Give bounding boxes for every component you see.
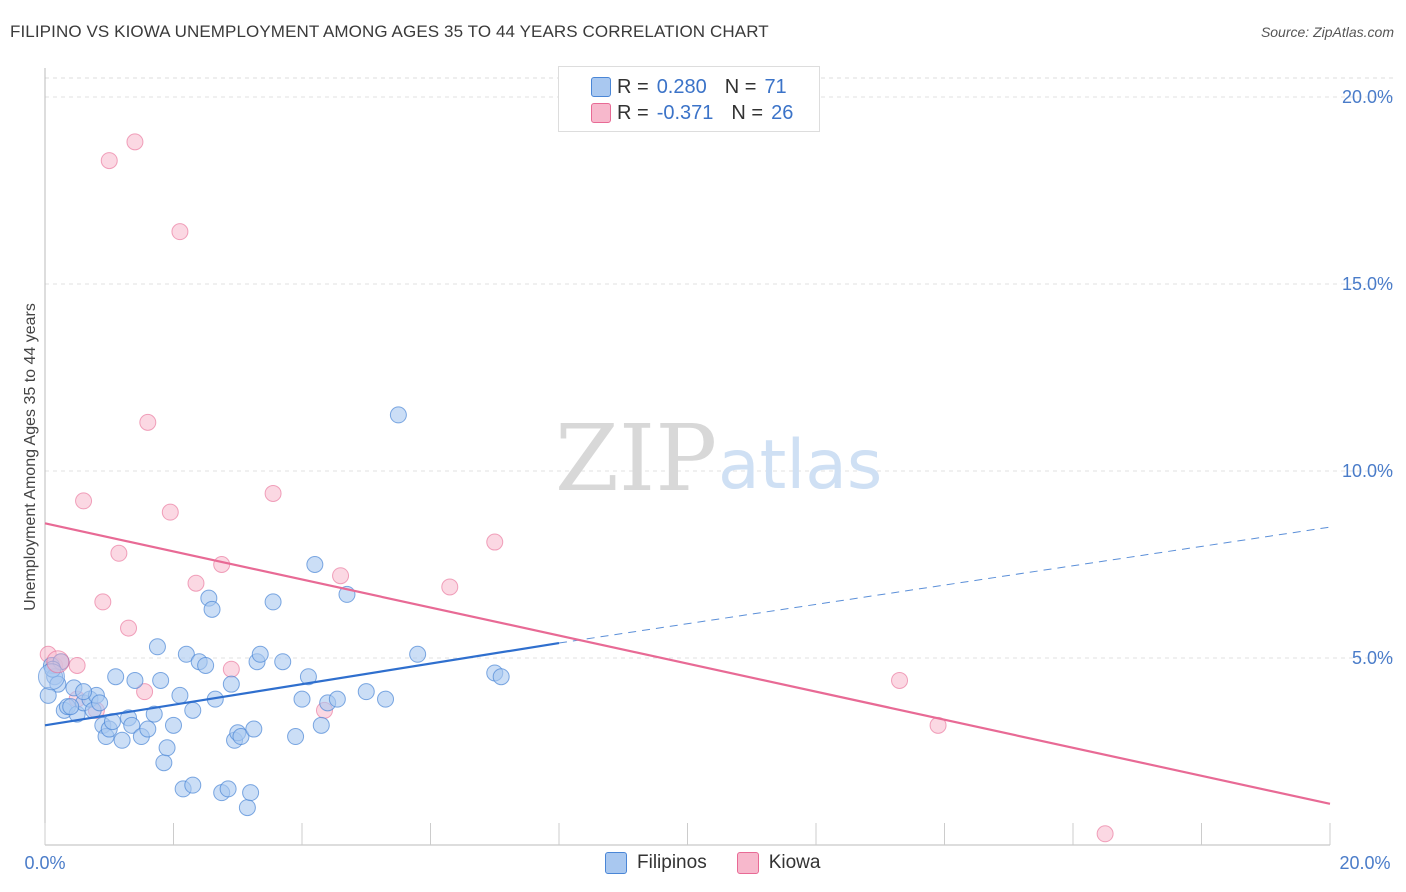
legend-swatch-kiowa xyxy=(591,103,611,123)
filipino-point xyxy=(222,675,240,693)
kiowa-point xyxy=(100,152,118,170)
filipino-point xyxy=(377,690,395,708)
kiowa-point xyxy=(222,660,240,678)
kiowa-point xyxy=(441,578,459,596)
x-tick-label: 0.0% xyxy=(24,853,65,873)
legend-label-kiowa: Kiowa xyxy=(768,852,821,873)
watermark-atlas: atlas xyxy=(718,426,882,505)
filipino-point xyxy=(203,600,221,618)
filipino-point xyxy=(184,701,202,719)
filipino-point xyxy=(165,716,182,734)
y-tick-label: 10.0% xyxy=(1342,461,1393,481)
filipino-point xyxy=(238,799,256,817)
kiowa-point xyxy=(136,683,154,701)
filipino-point xyxy=(171,686,189,704)
kiowa-point xyxy=(264,484,282,502)
kiowa-point xyxy=(110,544,128,562)
filipino-point xyxy=(197,656,215,674)
kiowa-point xyxy=(171,223,189,241)
x-tick-label: 20.0% xyxy=(1339,853,1390,873)
kiowa-point xyxy=(187,574,205,592)
kiowa-point xyxy=(94,593,112,611)
legend-n-label: N = xyxy=(731,101,764,124)
watermark-zip: ZIP xyxy=(555,405,717,512)
filipino-point xyxy=(328,690,346,708)
filipino-point xyxy=(177,645,195,663)
kiowa-point xyxy=(68,656,86,674)
series-legend: Filipinos Kiowa xyxy=(605,852,850,874)
filipino-point xyxy=(75,683,93,701)
kiowa-point xyxy=(75,492,93,510)
filipino-trendline-projection xyxy=(558,526,1331,644)
kiowa-point xyxy=(46,650,70,674)
kiowa-point xyxy=(891,671,909,689)
filipino-trendline xyxy=(44,641,560,727)
filipino-point xyxy=(62,698,80,716)
chart-title: FILIPINO VS KIOWA UNEMPLOYMENT AMONG AGE… xyxy=(10,22,769,41)
kiowa-point xyxy=(213,556,231,573)
kiowa-point xyxy=(120,619,138,637)
legend-n-value: 26 xyxy=(771,101,794,124)
filipino-point xyxy=(184,776,202,794)
filipino-point xyxy=(389,406,407,424)
legend-swatch-filipinos xyxy=(591,77,611,97)
filipino-point xyxy=(299,668,317,686)
kiowa-point xyxy=(139,413,157,431)
legend-r-value: -0.371 xyxy=(656,101,714,124)
filipino-point xyxy=(245,720,263,738)
legend-r-value: 0.280 xyxy=(656,75,707,98)
legend-r-label: R = xyxy=(617,75,649,98)
y-tick-label: 20.0% xyxy=(1342,87,1393,107)
filipino-point xyxy=(242,784,260,802)
chart-source: Source: ZipAtlas.com xyxy=(1260,24,1394,40)
filipino-point xyxy=(293,690,311,708)
filipino-point xyxy=(409,645,427,663)
filipino-point xyxy=(492,668,510,686)
filipino-point xyxy=(139,720,157,738)
legend-n-value: 71 xyxy=(764,75,787,98)
filipino-point xyxy=(145,705,163,723)
kiowa-point xyxy=(1096,825,1114,843)
legend-n-label: N = xyxy=(724,75,757,98)
y-tick-label: 5.0% xyxy=(1352,648,1393,668)
legend-row-filipinos: R = 0.280 N = 71 xyxy=(591,75,787,99)
kiowa-point xyxy=(332,567,350,585)
legend-item-filipinos: Filipinos xyxy=(605,852,707,874)
filipino-point xyxy=(232,728,250,746)
legend-item-kiowa: Kiowa xyxy=(736,852,821,874)
filipino-point xyxy=(312,716,330,734)
legend-swatch-filipinos xyxy=(605,852,627,874)
legend-r-label: R = xyxy=(617,101,649,124)
filipino-point xyxy=(219,780,237,798)
filipino-point xyxy=(357,683,375,701)
filipino-point xyxy=(264,593,282,611)
kiowa-point xyxy=(126,133,144,151)
y-tick-label: 15.0% xyxy=(1342,274,1393,294)
kiowa-trendline xyxy=(44,522,1331,805)
filipino-point xyxy=(274,653,292,671)
filipino-point xyxy=(148,638,166,656)
kiowa-point xyxy=(161,503,179,521)
kiowa-point xyxy=(486,533,504,551)
filipino-point xyxy=(155,754,173,772)
legend-label-filipinos: Filipinos xyxy=(637,852,707,873)
filipino-point xyxy=(113,731,131,749)
filipino-point xyxy=(251,645,269,663)
filipino-point xyxy=(158,739,176,757)
correlation-legend: R = 0.280 N = 71 R = -0.371 N = 26 xyxy=(558,66,820,132)
legend-swatch-kiowa xyxy=(736,852,759,874)
filipino-point xyxy=(126,671,144,689)
filipino-point xyxy=(287,728,305,746)
filipino-point xyxy=(37,663,65,691)
filipino-point xyxy=(152,671,170,689)
filipino-point xyxy=(107,668,125,686)
filipino-point xyxy=(123,716,141,734)
filipino-point xyxy=(306,556,324,573)
legend-row-kiowa: R = -0.371 N = 26 xyxy=(591,101,794,125)
filipino-point xyxy=(91,694,109,712)
